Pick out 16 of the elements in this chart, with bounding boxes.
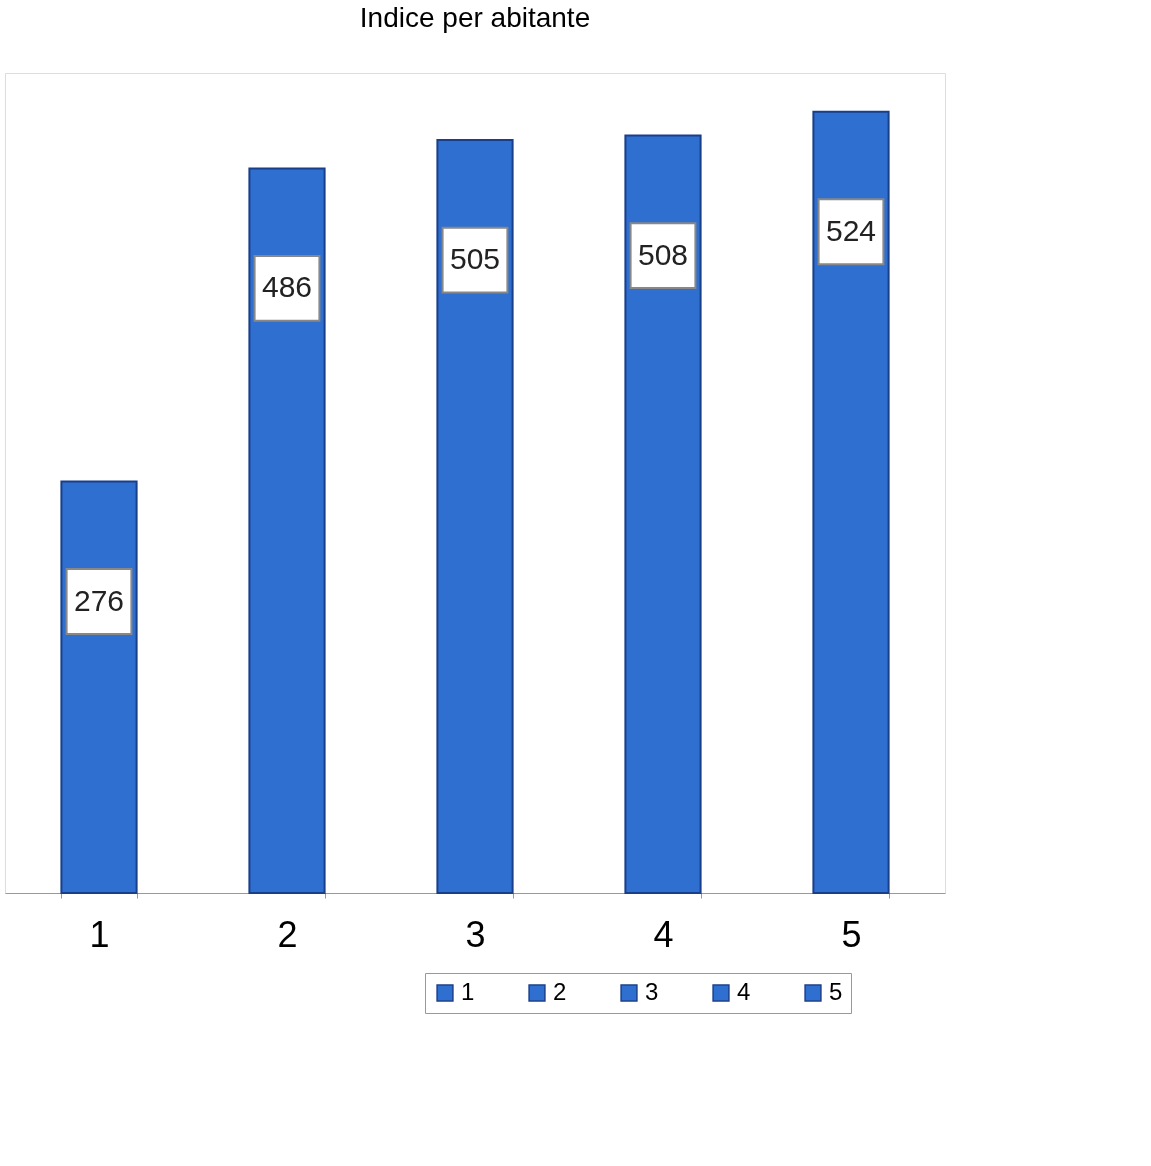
x-tick-label: 2 — [277, 913, 298, 955]
data-label: 276 — [73, 583, 125, 617]
x-tick-label: 4 — [653, 913, 674, 955]
legend-label: 1 — [461, 978, 475, 1005]
x-tick-label: 1 — [89, 913, 110, 955]
chart-title: Indice per abitante — [359, 2, 591, 33]
data-label: 505 — [449, 242, 501, 276]
legend-label: 4 — [737, 978, 751, 1005]
x-tick-label: 5 — [841, 913, 862, 955]
legend-label: 3 — [645, 978, 659, 1005]
data-label: 508 — [637, 237, 689, 271]
data-label: 524 — [825, 213, 877, 247]
data-label: 486 — [261, 270, 313, 304]
legend-label: 2 — [553, 978, 567, 1005]
x-tick-label: 3 — [465, 913, 486, 955]
legend-label: 5 — [829, 978, 843, 1005]
